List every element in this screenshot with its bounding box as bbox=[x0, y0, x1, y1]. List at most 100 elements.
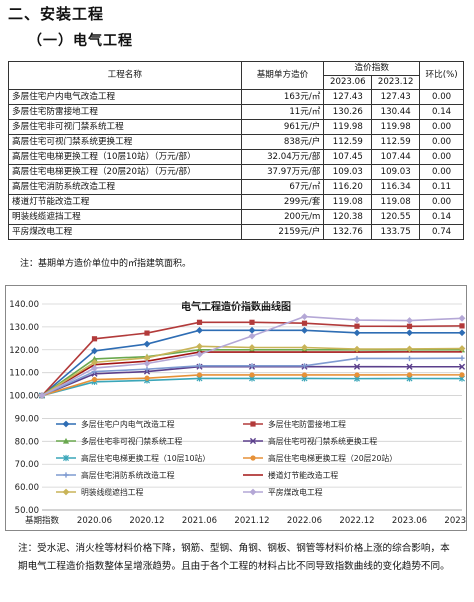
data-point bbox=[406, 345, 413, 353]
row-index-1: 120.38 bbox=[323, 209, 373, 225]
y-tick-label: 80.00 bbox=[15, 437, 39, 447]
y-tick-label: 60.00 bbox=[15, 483, 39, 493]
data-point bbox=[144, 375, 150, 381]
data-point bbox=[249, 372, 255, 378]
row-index-1: 119.98 bbox=[323, 119, 373, 135]
data-point bbox=[62, 420, 70, 428]
data-point bbox=[459, 372, 465, 378]
legend-label: 高层住宅消防系统改造工程 bbox=[81, 470, 175, 480]
row-index-1: 112.59 bbox=[323, 134, 373, 150]
data-point bbox=[301, 320, 308, 326]
data-point bbox=[38, 392, 46, 399]
data-point bbox=[458, 329, 466, 337]
chart-title: 电气工程造价指数曲线图 bbox=[181, 302, 291, 313]
header-period-1: 2023.06 bbox=[323, 75, 373, 90]
data-point bbox=[91, 336, 98, 342]
legend-label: 多层住宅户内电气改造工程 bbox=[81, 419, 175, 429]
data-point bbox=[91, 364, 98, 372]
row-ratio: 0.00 bbox=[419, 89, 464, 105]
row-base-price: 200元/m bbox=[240, 209, 325, 225]
subsection-heading: （一）电气工程 bbox=[28, 33, 133, 49]
data-point bbox=[250, 455, 256, 461]
row-index-1: 109.03 bbox=[323, 164, 373, 180]
data-point bbox=[248, 326, 256, 334]
y-tick-label: 110.00 bbox=[9, 369, 39, 379]
data-point bbox=[406, 317, 413, 324]
chart-note: 注：受水泥、消火栓等材料价格下降，钢筋、型钢、角钢、钢板、钢管等材料价格上涨的综… bbox=[18, 543, 450, 572]
data-point bbox=[91, 355, 98, 362]
data-point bbox=[406, 355, 413, 362]
section-heading: 二、安装工程 bbox=[8, 5, 105, 23]
y-tick-label: 50.00 bbox=[15, 506, 39, 516]
row-base-price: 2159元/户 bbox=[240, 224, 325, 240]
data-point bbox=[62, 437, 70, 444]
x-tick-label: 2023.12 bbox=[444, 516, 466, 526]
row-name: 明装线缆遮挡工程 bbox=[8, 209, 242, 225]
row-base-price: 961元/户 bbox=[240, 119, 325, 135]
table-row: 高层住宅消防系统改造工程 67元/㎡ 116.20 116.34 0.11 bbox=[8, 179, 464, 195]
y-tick-label: 100.00 bbox=[9, 392, 39, 402]
legend-label: 高层住宅电梯更换工程（10层10站） bbox=[81, 453, 210, 463]
table-row: 平房煤改电工程 2159元/户 132.76 133.75 0.74 bbox=[8, 224, 464, 240]
row-name: 平房煤改电工程 bbox=[8, 224, 242, 240]
x-tick-label: 2021.06 bbox=[182, 516, 217, 526]
legend-label: 高层住宅电梯更换工程（20层20站） bbox=[268, 453, 397, 463]
data-point bbox=[91, 347, 98, 355]
row-ratio: 0.11 bbox=[419, 179, 464, 195]
row-ratio: 0.14 bbox=[419, 209, 464, 225]
row-base-price: 163元/㎡ bbox=[240, 89, 325, 105]
legend-label: 楼道灯节能改造工程 bbox=[268, 470, 338, 480]
row-name: 楼道灯节能改造工程 bbox=[8, 194, 242, 210]
data-point bbox=[301, 363, 308, 369]
data-point bbox=[248, 332, 256, 340]
data-point bbox=[301, 313, 308, 320]
data-point bbox=[406, 323, 413, 329]
row-name: 高层住宅消防系统改造工程 bbox=[8, 179, 242, 195]
header-base-price: 基期单方造价 bbox=[240, 61, 325, 90]
row-ratio: 0.00 bbox=[419, 134, 464, 150]
row-index-1: 132.76 bbox=[323, 224, 373, 240]
row-index-2: 109.03 bbox=[371, 164, 421, 180]
row-index-1: 107.45 bbox=[323, 149, 373, 165]
row-name: 高层住宅电梯更换工程（20层20站）（万元/部） bbox=[8, 164, 242, 180]
data-point bbox=[143, 354, 151, 362]
data-point bbox=[249, 319, 255, 325]
data-point bbox=[91, 358, 98, 366]
header-index: 造价指数 bbox=[323, 61, 421, 76]
data-point bbox=[249, 437, 257, 445]
table-row: 多层住宅户内电气改造工程 163元/㎡ 127.43 127.43 0.00 bbox=[8, 89, 464, 105]
table-row: 多层住宅防雷接地工程 11元/㎡ 130.26 130.44 0.14 bbox=[8, 104, 464, 120]
x-tick-label: 2020.12 bbox=[129, 516, 164, 526]
row-base-price: 32.04万元/部 bbox=[240, 149, 325, 165]
data-point bbox=[354, 355, 360, 362]
row-name: 多层住宅户内电气改造工程 bbox=[8, 89, 242, 105]
row-ratio: 0.14 bbox=[419, 104, 464, 120]
table-note: 注：基期单方造价单位中的㎡指建筑面积。 bbox=[20, 259, 192, 269]
row-base-price: 11元/㎡ bbox=[240, 104, 325, 120]
data-point bbox=[301, 344, 308, 351]
row-name: 多层住宅非可视门禁系统工程 bbox=[8, 119, 242, 135]
table-row: 楼道灯节能改造工程 299元/套 119.08 119.08 0.00 bbox=[8, 194, 464, 210]
legend-label: 明装线缆遮挡工程 bbox=[81, 487, 144, 497]
data-point bbox=[91, 376, 98, 383]
x-tick-label: 基期指数 bbox=[25, 515, 60, 526]
row-index-2: 116.34 bbox=[371, 179, 421, 195]
data-point bbox=[144, 330, 150, 336]
header-period-2: 2023.12 bbox=[371, 75, 421, 90]
y-tick-label: 70.00 bbox=[15, 460, 39, 470]
row-index-2: 127.43 bbox=[371, 89, 421, 105]
data-point bbox=[249, 488, 257, 496]
x-tick-label: 2022.12 bbox=[339, 516, 374, 526]
header-project-name: 工程名称 bbox=[8, 61, 242, 90]
data-point bbox=[249, 363, 255, 369]
row-index-1: 130.26 bbox=[323, 104, 373, 120]
row-ratio: 0.74 bbox=[419, 224, 464, 240]
row-index-2: 133.75 bbox=[371, 224, 421, 240]
data-point bbox=[196, 363, 203, 369]
data-point bbox=[353, 363, 361, 370]
data-point bbox=[353, 316, 361, 324]
row-index-1: 119.08 bbox=[323, 194, 373, 210]
y-tick-label: 140.00 bbox=[9, 300, 39, 310]
data-point bbox=[458, 363, 466, 370]
row-index-1: 116.20 bbox=[323, 179, 373, 195]
